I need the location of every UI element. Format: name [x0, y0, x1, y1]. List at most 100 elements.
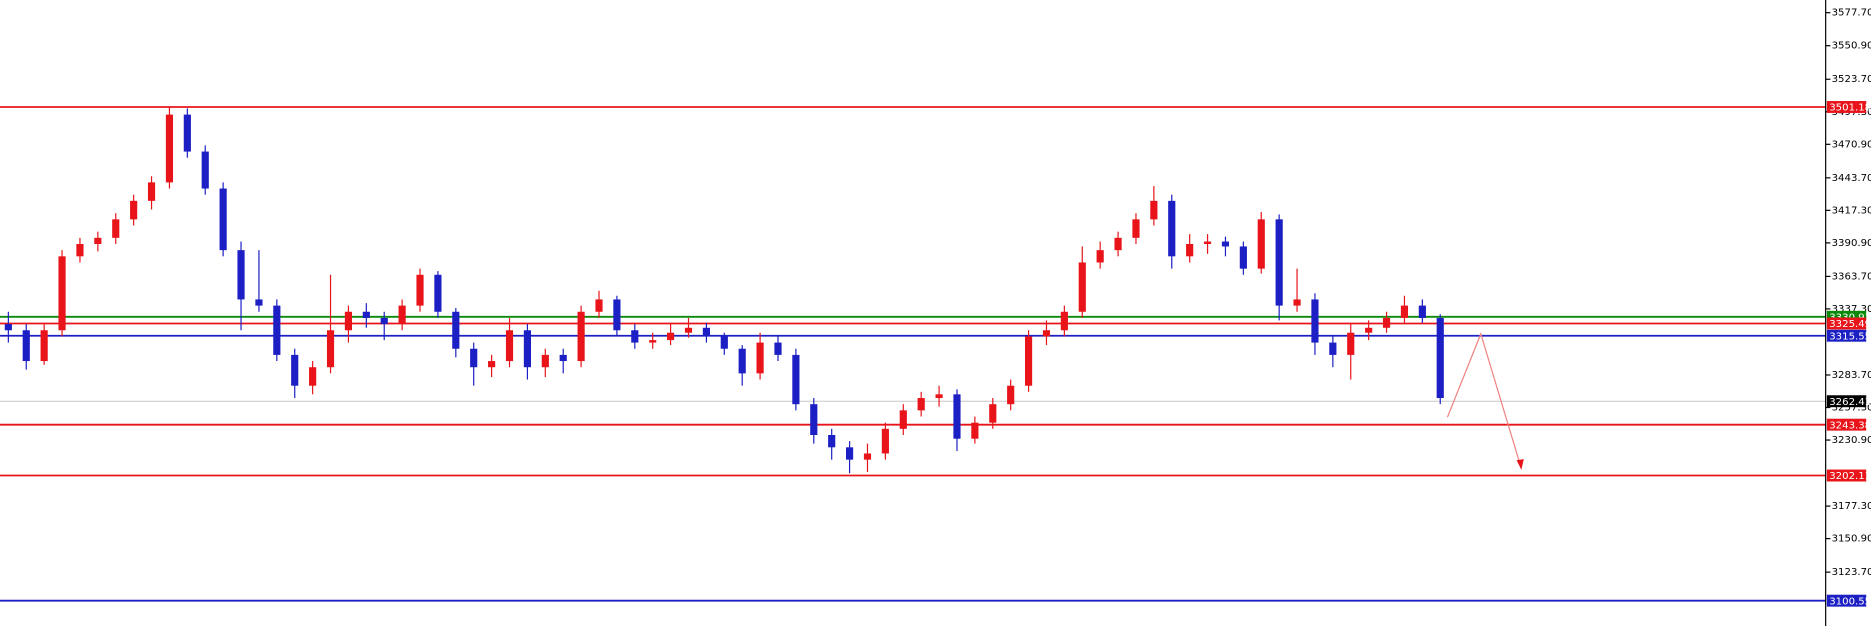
candle-body — [94, 237, 102, 244]
candle-body — [1168, 200, 1176, 257]
candle-body — [488, 361, 496, 368]
candle-body — [989, 404, 997, 423]
level-label: 3315.55 — [1829, 331, 1871, 342]
candle-body — [1186, 243, 1194, 257]
candle-body — [1114, 237, 1122, 251]
level-label-bg — [1826, 329, 1867, 342]
level-label-bg — [1826, 395, 1867, 408]
y-tick-label: 3550.90 — [1832, 41, 1871, 52]
candle-body — [326, 330, 335, 368]
candle-body — [953, 394, 961, 439]
level-label-bg — [1826, 317, 1867, 330]
candle-body — [22, 330, 30, 362]
candle-body — [1060, 311, 1068, 331]
candle-body — [470, 348, 478, 368]
candle-body — [917, 398, 925, 411]
candle-body — [344, 311, 353, 331]
candle-body — [971, 422, 979, 439]
candle-body — [452, 311, 460, 349]
candle-body — [756, 342, 764, 374]
y-tick-label: 3337.30 — [1832, 304, 1871, 315]
candle-body — [523, 330, 531, 368]
level-layer — [0, 106, 1826, 602]
y-tick-label: 3470.90 — [1832, 139, 1871, 150]
candle-body — [846, 447, 854, 460]
candle-body — [1436, 317, 1444, 399]
y-tick-label: 3443.70 — [1832, 173, 1871, 184]
candle-body — [380, 317, 388, 325]
y-tick-label: 3363.70 — [1832, 271, 1871, 282]
level-label-bg — [1826, 101, 1867, 113]
candle-body — [309, 367, 317, 386]
candle-body — [183, 114, 191, 152]
y-tick-label: 3417.30 — [1832, 205, 1871, 216]
candle-body — [1096, 250, 1104, 263]
candle-body — [1329, 342, 1337, 355]
candle-body — [1024, 336, 1033, 386]
level-label: 3262.41 — [1829, 397, 1871, 408]
candle-body — [130, 200, 138, 220]
candle-body — [237, 250, 245, 300]
candle-body — [291, 354, 299, 386]
candle-body — [58, 256, 66, 331]
candle-body — [738, 348, 746, 374]
candle-body — [702, 327, 710, 337]
level-label: 3202.11 — [1829, 471, 1871, 482]
candle-body — [1132, 219, 1140, 238]
candle-body — [792, 354, 800, 405]
candle-body — [398, 305, 406, 325]
candle-body — [881, 428, 889, 454]
level-label-bg — [1826, 418, 1867, 431]
candle-body — [1275, 219, 1283, 306]
y-tick-label: 3230.90 — [1832, 435, 1871, 446]
candle-body — [935, 394, 943, 399]
candle-body — [1221, 241, 1230, 247]
candle-body — [595, 299, 603, 312]
candle-body — [1150, 200, 1158, 220]
candle-body — [219, 188, 227, 251]
candle-body — [1078, 262, 1086, 312]
candle-body — [165, 114, 174, 183]
candle-body — [1293, 299, 1301, 306]
candle-body — [577, 311, 585, 362]
candle-body — [613, 299, 621, 331]
candle-body — [559, 354, 567, 362]
y-tick-label: 3390.90 — [1832, 238, 1871, 249]
y-tick-label: 3257.30 — [1832, 403, 1871, 414]
candle-body — [40, 330, 48, 362]
candle-body — [1042, 330, 1051, 337]
candle-body — [828, 434, 836, 448]
y-tick-label: 3150.90 — [1832, 534, 1871, 545]
candle-body — [273, 305, 281, 355]
candle-body — [1365, 327, 1373, 333]
y-tick-label: 3523.70 — [1832, 74, 1871, 85]
level-label: 3243.38 — [1829, 420, 1871, 431]
candle-body — [1257, 219, 1265, 269]
candle-body — [362, 311, 370, 318]
level-label: 3325.49 — [1829, 319, 1871, 330]
candle-body — [147, 182, 156, 201]
candle-body — [201, 151, 209, 189]
y-tick-label: 3577.70 — [1832, 8, 1871, 19]
candle-body — [684, 327, 693, 333]
candle-body — [1239, 246, 1247, 269]
projection-path — [1446, 332, 1522, 469]
level-label-layer: 3501.183330.913325.493315.553262.413243.… — [1826, 101, 1871, 607]
y-tick-label: 3283.70 — [1832, 370, 1871, 381]
axis-layer: 3577.703550.903523.703497.303470.903443.… — [1825, 8, 1871, 578]
level-label-bg — [1826, 310, 1867, 323]
candle-body — [1418, 305, 1426, 318]
candle-body — [1400, 305, 1409, 318]
level-label-bg — [1826, 594, 1867, 607]
candle-body — [4, 324, 12, 331]
candle-body — [541, 354, 549, 368]
candle-body — [434, 274, 442, 312]
y-tick-label: 3123.70 — [1832, 567, 1871, 578]
candle-body — [255, 299, 263, 306]
candle-body — [416, 274, 424, 306]
level-label-bg — [1826, 469, 1867, 482]
candle-body — [899, 410, 907, 429]
